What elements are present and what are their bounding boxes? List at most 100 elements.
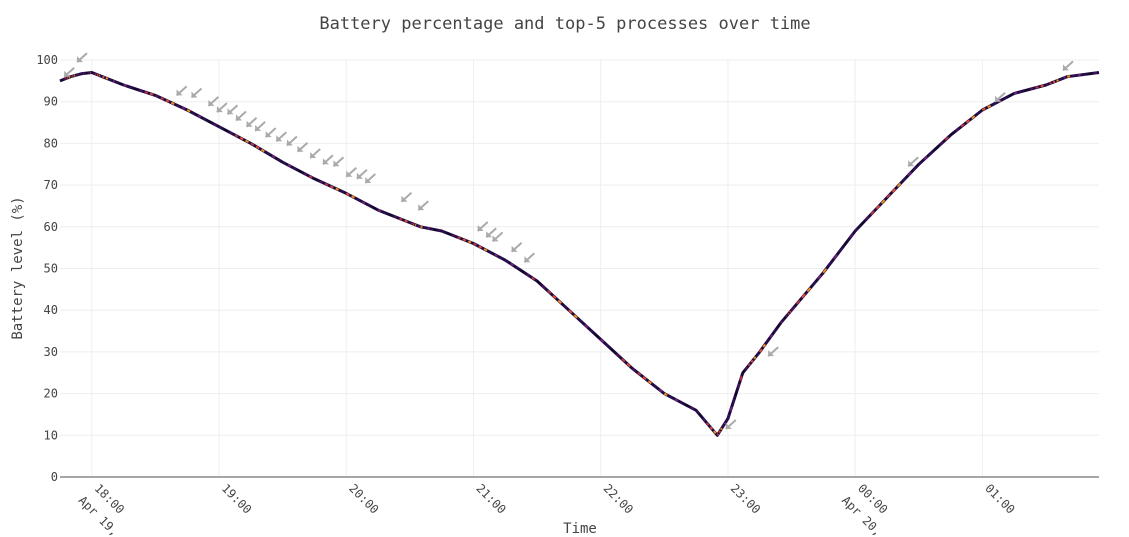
line-segment [776,324,781,329]
arrow-head [346,170,353,177]
line-segment [292,166,297,171]
y-tick-label: 10 [44,428,58,442]
line-segment [723,422,727,425]
y-tick-label: 20 [44,387,58,401]
line-segment [780,320,783,324]
battery-line [59,71,1100,437]
y-tick-label: 100 [36,53,58,67]
line-segment [729,406,733,412]
line-segment [965,119,971,124]
y-tick-label: 0 [51,470,58,484]
line-segment [245,139,249,143]
line-segment [955,127,960,132]
line-segment [734,391,738,396]
line-segment [833,254,838,260]
arrow-marker [767,346,779,357]
line-segment [144,91,148,94]
line-segment [536,280,541,285]
line-segment [891,188,896,193]
line-segment [329,185,334,189]
arrow-marker [190,87,203,99]
arrow-head [286,139,293,146]
line-segment [773,329,777,333]
line-segment [192,111,196,116]
x-axis-title: Time [563,521,597,537]
line-segment [739,375,743,381]
arrow-head [255,124,262,131]
arrow-marker [309,148,321,159]
line-segment [949,132,955,136]
line-segment [658,388,663,393]
arrow-marker [207,96,220,107]
arrow-marker [523,252,536,263]
line-segment [128,85,133,89]
y-tick-label: 40 [44,303,58,317]
line-segment [1063,76,1066,80]
battery-series [59,71,1100,437]
line-segment [605,343,610,348]
line-segment [865,216,870,221]
arrow-marker [485,227,497,238]
arrow-head [365,177,372,183]
y-axis-ticks: 0 10 20 30 40 50 60 70 80 90 100 [36,53,58,484]
line-segment [499,256,504,260]
y-tick-label: 60 [44,220,58,234]
arrow-marker [275,131,287,143]
arrow-marker [907,156,919,168]
line-segment [787,312,790,316]
arrow-head [908,160,915,167]
line-segment [642,376,647,380]
line-segment [902,177,907,182]
arrow-head [725,423,732,429]
arrow-head [216,106,223,113]
arrow-marker [994,91,1006,103]
line-segment [663,392,668,396]
line-segment [854,227,859,232]
line-segment [207,120,212,124]
line-segment [525,273,530,277]
x-tick-label: 20:00 [346,481,381,516]
arrow-head [246,120,253,127]
y-tick-label: 90 [44,95,58,109]
y-tick-label: 70 [44,178,58,192]
arrow-head [322,158,329,165]
y-axis-title: Battery level (%) [10,196,26,339]
line-segment [753,356,757,360]
y-tick-label: 30 [44,345,58,359]
line-segment [1024,88,1028,92]
line-segment [345,192,350,196]
arrow-head [297,145,304,152]
line-segment [287,164,292,168]
line-segment [702,417,706,422]
line-segment [806,287,812,293]
line-segment [1052,80,1056,84]
line-segment [165,99,170,103]
line-segment [202,117,207,121]
line-segment [626,362,631,368]
line-segment [149,92,154,96]
line-segment [838,247,843,253]
arrow-head [191,91,198,98]
line-segment [340,190,345,194]
arrow-marker [725,419,737,430]
arrow-marker [63,66,75,78]
y-tick-label: 50 [44,262,58,276]
line-segment [552,294,557,300]
line-segment [112,79,116,83]
arrow-marker [356,169,368,180]
line-segment [298,169,302,173]
arrow-marker [226,104,239,115]
arrow-marker [296,141,309,153]
x-tick-label: 23:00 [728,481,763,516]
line-segment [796,299,801,305]
line-segment [725,419,728,422]
arrow-head [236,114,242,121]
arrow-marker [332,156,345,168]
line-segment [494,253,499,257]
line-segment [139,89,143,93]
arrow-head [486,231,493,238]
arrow-head [265,131,272,138]
line-segment [750,359,754,363]
